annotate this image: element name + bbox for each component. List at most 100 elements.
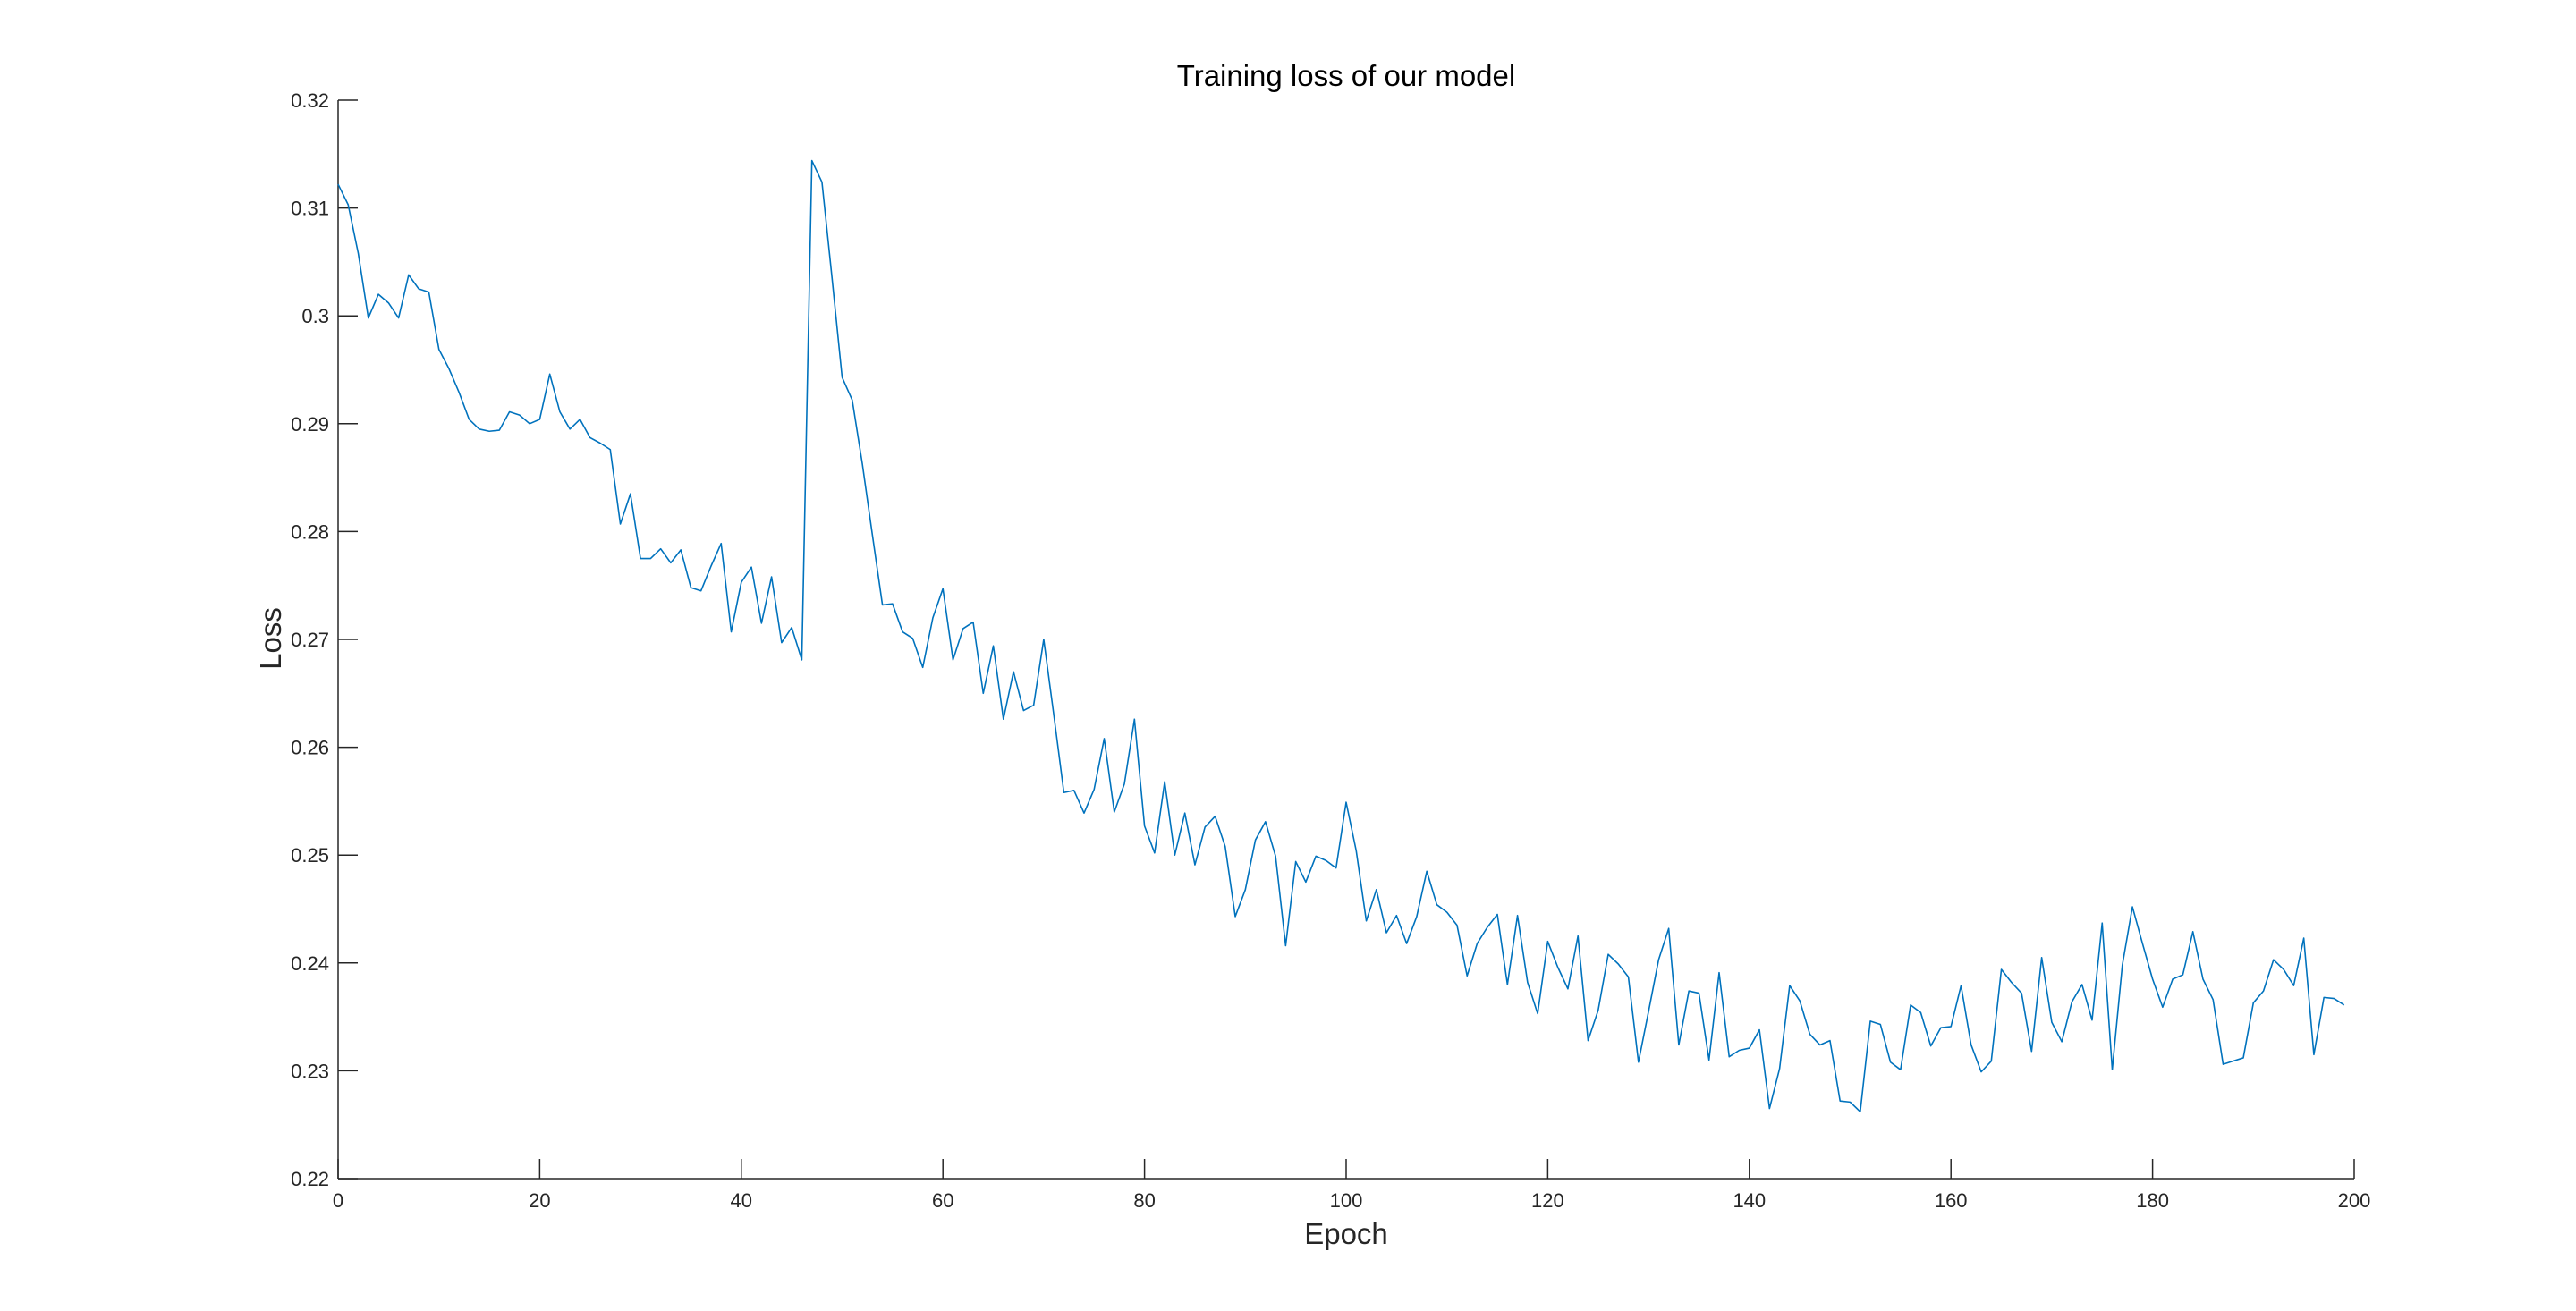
data-point xyxy=(1879,1023,1881,1025)
data-point xyxy=(458,392,460,393)
data-point xyxy=(2273,959,2275,960)
data-point xyxy=(2131,906,2133,908)
y-tick-label: 0.24 xyxy=(291,952,329,975)
data-point xyxy=(1456,924,1458,926)
data-point xyxy=(548,373,550,375)
data-point xyxy=(438,348,440,350)
data-point xyxy=(1789,985,1791,986)
data-point xyxy=(2021,992,2022,994)
data-point xyxy=(519,414,521,416)
data-point xyxy=(720,542,722,544)
data-point xyxy=(1123,782,1125,784)
data-point xyxy=(609,449,611,451)
x-tick-label: 0 xyxy=(333,1189,343,1212)
data-point xyxy=(1667,927,1669,929)
data-point xyxy=(1829,1039,1831,1041)
data-point xyxy=(630,493,631,495)
data-point xyxy=(1970,1044,1972,1045)
data-point xyxy=(357,252,359,254)
data-point xyxy=(810,159,812,161)
data-point xyxy=(2030,1050,2032,1052)
data-point xyxy=(1013,671,1014,672)
y-tick-label: 0.26 xyxy=(291,737,329,759)
data-point xyxy=(680,549,682,551)
data-point xyxy=(2172,978,2174,980)
data-point xyxy=(2252,1002,2254,1003)
data-point xyxy=(2242,1057,2244,1059)
data-point xyxy=(670,562,672,563)
x-tick-label: 60 xyxy=(932,1189,953,1212)
data-point xyxy=(1617,963,1619,965)
data-point xyxy=(1919,1011,1921,1013)
x-tick-label: 200 xyxy=(2338,1189,2371,1212)
data-point xyxy=(2343,1004,2345,1006)
data-point xyxy=(1093,788,1095,790)
data-point xyxy=(1164,781,1165,782)
data-point xyxy=(1063,791,1064,793)
data-point xyxy=(1708,1059,1710,1061)
data-point xyxy=(1214,816,1216,817)
data-point xyxy=(730,630,732,632)
data-point xyxy=(1254,839,1256,841)
data-point xyxy=(619,523,621,525)
data-point xyxy=(579,419,580,420)
y-tick-label: 0.23 xyxy=(291,1060,329,1082)
data-point xyxy=(1607,953,1609,955)
data-point xyxy=(841,376,843,378)
x-tick-label: 100 xyxy=(1330,1189,1363,1212)
x-axis: 0 20 40 60 80 100 120 140 160 180 200 xyxy=(333,1159,2370,1212)
data-point xyxy=(1960,985,1962,986)
data-point xyxy=(2071,1001,2072,1002)
data-point xyxy=(1849,1101,1851,1103)
x-tick-label: 40 xyxy=(731,1189,752,1212)
data-point xyxy=(2212,999,2214,1001)
data-point xyxy=(1910,1004,1911,1006)
data-point xyxy=(2162,1006,2164,1008)
data-point xyxy=(529,423,530,425)
data-point xyxy=(1426,870,1428,872)
data-point xyxy=(659,548,661,550)
data-point xyxy=(1688,990,1690,992)
data-point xyxy=(1818,1044,1820,1045)
data-point xyxy=(871,534,873,536)
data-point xyxy=(1587,1039,1589,1041)
data-point xyxy=(1405,943,1407,944)
data-point xyxy=(347,204,349,206)
data-point xyxy=(2182,974,2183,976)
data-point xyxy=(1758,1028,1760,1030)
data-point xyxy=(861,462,863,464)
data-point xyxy=(1940,1027,1942,1028)
data-point xyxy=(942,588,944,589)
data-point xyxy=(1154,852,1156,854)
data-point xyxy=(408,274,410,275)
y-tick-label: 0.27 xyxy=(291,629,329,651)
data-point xyxy=(2302,937,2304,939)
x-tick-label: 120 xyxy=(1531,1189,1564,1212)
data-point xyxy=(1294,860,1296,862)
data-point xyxy=(1537,1012,1538,1014)
data-point xyxy=(1577,935,1579,936)
data-point xyxy=(921,666,923,668)
data-point xyxy=(1638,1061,1640,1063)
data-point xyxy=(1073,790,1075,791)
x-tick-label: 20 xyxy=(529,1189,550,1212)
data-point xyxy=(1990,1060,1992,1061)
data-point xyxy=(1032,704,1034,706)
data-point xyxy=(1143,825,1145,826)
data-point xyxy=(1698,992,1699,994)
data-point xyxy=(2141,943,2143,944)
data-point xyxy=(1487,926,1488,928)
data-point xyxy=(1114,811,1115,813)
data-point xyxy=(448,368,450,369)
data-point xyxy=(1183,812,1185,814)
data-point xyxy=(1516,915,1518,917)
data-point xyxy=(1980,1070,1982,1072)
data-point xyxy=(1335,867,1337,868)
data-point xyxy=(1103,738,1105,740)
data-point xyxy=(1083,812,1085,814)
data-point xyxy=(760,622,762,624)
data-point xyxy=(1627,976,1629,977)
data-point xyxy=(1597,1010,1599,1011)
data-point xyxy=(962,628,964,630)
data-point xyxy=(1466,975,1468,977)
